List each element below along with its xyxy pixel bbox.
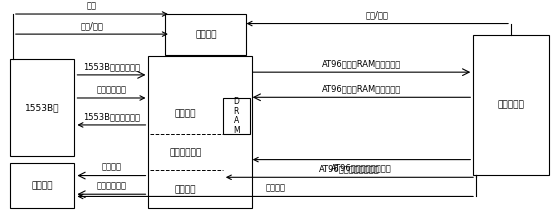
Bar: [148, 56, 252, 208]
Text: 编码接口模块: 编码接口模块: [170, 148, 202, 157]
Text: 离散自检信号: 离散自检信号: [96, 181, 127, 191]
Text: 显控界面: 显控界面: [195, 30, 217, 39]
Text: AT96总线编码信息命令: AT96总线编码信息命令: [319, 165, 380, 173]
Text: 总线控制命令: 总线控制命令: [96, 85, 127, 94]
Text: 综合接口卡: 综合接口卡: [498, 100, 524, 110]
Bar: [165, 14, 246, 55]
Text: AT96总线写RAM，上报数据: AT96总线写RAM，上报数据: [322, 84, 401, 94]
Text: 1553B卡: 1553B卡: [25, 103, 59, 112]
Text: 显示: 显示: [87, 1, 97, 10]
Text: 示波器卡: 示波器卡: [31, 181, 53, 190]
Text: 编码模块: 编码模块: [175, 185, 197, 194]
Bar: [10, 163, 74, 208]
Text: 接口模块: 接口模块: [175, 109, 197, 118]
Text: AT96总线编码信息命令: AT96总线编码信息命令: [331, 164, 392, 172]
Bar: [223, 98, 250, 134]
Text: D
R
A
M: D R A M: [233, 97, 240, 135]
Text: 显示/控制: 显示/控制: [366, 11, 389, 20]
Text: 编码信号: 编码信号: [101, 163, 122, 172]
Bar: [473, 35, 549, 175]
Text: 1553B总线上报数据: 1553B总线上报数据: [83, 112, 140, 121]
Text: AT96总线读RAM，下传数据: AT96总线读RAM，下传数据: [322, 59, 401, 68]
Text: 控制/显示: 控制/显示: [81, 21, 103, 30]
Bar: [10, 59, 74, 156]
Text: 1553B总线下传数据: 1553B总线下传数据: [83, 62, 140, 71]
Text: 控制命令: 控制命令: [265, 184, 285, 193]
